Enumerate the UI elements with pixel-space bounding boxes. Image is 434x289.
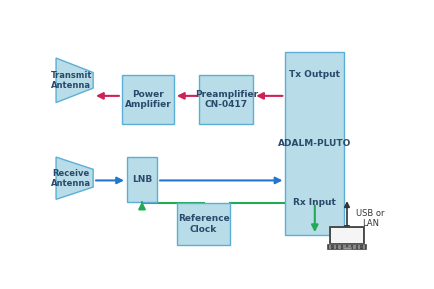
Text: Transmit
Antenna: Transmit Antenna: [50, 71, 92, 90]
FancyBboxPatch shape: [329, 227, 363, 243]
FancyBboxPatch shape: [333, 247, 335, 248]
FancyBboxPatch shape: [362, 246, 365, 247]
FancyBboxPatch shape: [333, 248, 335, 249]
FancyBboxPatch shape: [342, 247, 345, 248]
FancyBboxPatch shape: [328, 246, 331, 247]
FancyBboxPatch shape: [362, 247, 365, 248]
FancyBboxPatch shape: [357, 245, 360, 246]
Text: Preamplifier
CN-0417: Preamplifier CN-0417: [194, 90, 257, 109]
FancyBboxPatch shape: [199, 75, 253, 124]
FancyBboxPatch shape: [122, 75, 174, 124]
FancyBboxPatch shape: [333, 246, 335, 247]
FancyBboxPatch shape: [328, 245, 331, 246]
FancyBboxPatch shape: [285, 53, 344, 235]
FancyBboxPatch shape: [342, 248, 345, 249]
FancyBboxPatch shape: [328, 247, 331, 248]
FancyBboxPatch shape: [338, 248, 340, 249]
FancyBboxPatch shape: [362, 245, 365, 246]
FancyBboxPatch shape: [347, 245, 350, 246]
FancyBboxPatch shape: [328, 248, 331, 249]
FancyBboxPatch shape: [342, 245, 345, 246]
FancyBboxPatch shape: [352, 248, 355, 249]
FancyBboxPatch shape: [342, 246, 345, 247]
Text: Rx Input: Rx Input: [293, 198, 335, 207]
Text: Receive
Antenna: Receive Antenna: [51, 168, 91, 188]
FancyBboxPatch shape: [362, 248, 365, 249]
FancyBboxPatch shape: [352, 247, 355, 248]
Text: Tx Output: Tx Output: [289, 70, 339, 79]
Text: Power
Amplifier: Power Amplifier: [124, 90, 171, 109]
FancyBboxPatch shape: [342, 247, 350, 249]
Text: USB or
LAN: USB or LAN: [355, 209, 384, 228]
FancyBboxPatch shape: [347, 248, 350, 249]
Polygon shape: [56, 58, 93, 103]
FancyBboxPatch shape: [338, 246, 340, 247]
FancyBboxPatch shape: [333, 245, 335, 246]
Polygon shape: [56, 157, 93, 199]
FancyBboxPatch shape: [357, 247, 360, 248]
FancyBboxPatch shape: [357, 246, 360, 247]
FancyBboxPatch shape: [327, 244, 365, 249]
Text: ADALM-PLUTO: ADALM-PLUTO: [277, 139, 351, 148]
FancyBboxPatch shape: [347, 246, 350, 247]
FancyBboxPatch shape: [347, 247, 350, 248]
FancyBboxPatch shape: [352, 245, 355, 246]
FancyBboxPatch shape: [127, 157, 157, 202]
FancyBboxPatch shape: [331, 228, 362, 242]
Text: Reference
Clock: Reference Clock: [177, 214, 229, 234]
FancyBboxPatch shape: [338, 247, 340, 248]
FancyBboxPatch shape: [338, 245, 340, 246]
FancyBboxPatch shape: [352, 246, 355, 247]
FancyBboxPatch shape: [177, 203, 229, 245]
Text: LNB: LNB: [132, 175, 152, 184]
FancyBboxPatch shape: [357, 248, 360, 249]
